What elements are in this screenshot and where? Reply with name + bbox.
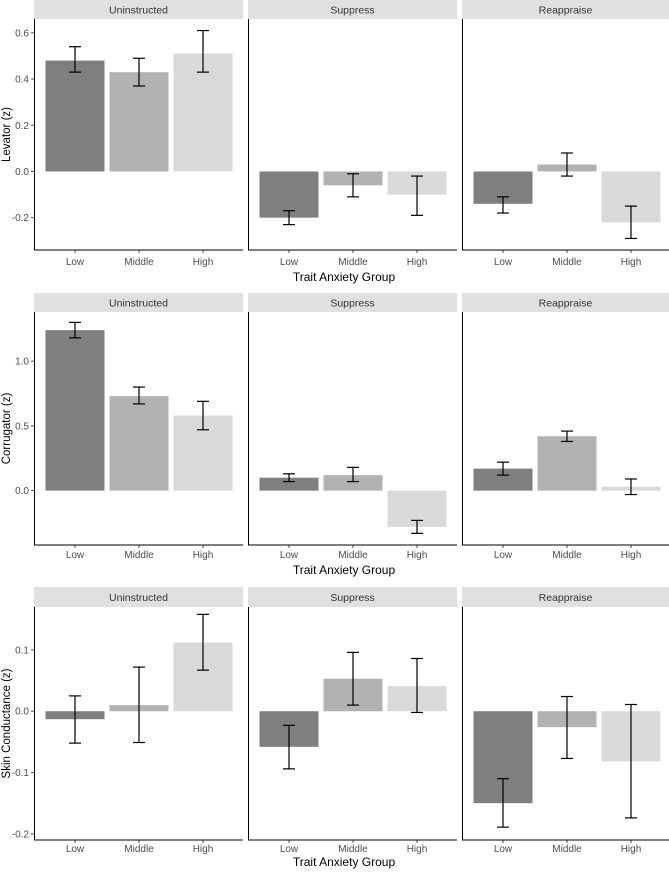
y-tick-label: -0.1 [12, 768, 30, 779]
facet-strip-suppress [248, 0, 457, 19]
facet-strip-reappraise [462, 587, 669, 607]
y-tick-label: 0.0 [15, 707, 29, 718]
x-tick-label: Low [494, 550, 513, 561]
x-axis-label: Trait Anxiety Group [293, 270, 396, 284]
x-tick-label: High [621, 257, 642, 268]
bar-low [45, 60, 105, 172]
x-tick-label: Low [280, 257, 299, 268]
x-axis-label: Trait Anxiety Group [293, 563, 396, 577]
bar-middle [109, 396, 169, 491]
facet-strip-uninstructed [34, 0, 243, 19]
y-tick-label: 0.0 [15, 486, 29, 497]
x-tick-label: Middle [124, 257, 154, 268]
x-tick-label: High [621, 550, 642, 561]
y-tick-label: -0.2 [12, 829, 30, 840]
x-tick-label: Low [280, 550, 299, 561]
x-tick-label: High [407, 844, 428, 855]
bar-middle [109, 72, 169, 172]
facet-strip-label: Suppress [330, 298, 374, 310]
facet-strip-label: Reappraise [539, 298, 593, 310]
x-tick-label: Low [66, 844, 85, 855]
x-tick-label: Middle [552, 550, 582, 561]
facet-strip-uninstructed [34, 587, 243, 607]
bar-middle [537, 436, 597, 491]
facet-strip-label: Suppress [330, 592, 374, 604]
facet-strip-label: Reappraise [539, 592, 593, 604]
x-tick-label: Middle [338, 844, 368, 855]
x-tick-label: Low [494, 257, 513, 268]
bar-middle [323, 475, 383, 491]
y-axis-label: Skin Conductance (z) [1, 668, 13, 778]
facet-strip-label: Suppress [330, 5, 374, 17]
facet-strip-suppress [248, 587, 457, 607]
bar-low [473, 468, 533, 491]
facet-strip-suppress [248, 293, 457, 312]
x-tick-label: Middle [124, 550, 154, 561]
facet-strip-label: Uninstructed [109, 298, 168, 310]
y-tick-label: 1.0 [15, 357, 29, 368]
bar-high [173, 53, 233, 172]
y-axis-label: Levator (z) [1, 107, 13, 162]
x-tick-label: Middle [552, 257, 582, 268]
y-tick-label: -0.2 [12, 213, 30, 224]
x-tick-label: Low [494, 844, 513, 855]
facet-strip-reappraise [462, 0, 669, 19]
facet-strip-reappraise [462, 293, 669, 312]
x-tick-label: High [407, 550, 428, 561]
y-tick-label: 0.4 [15, 75, 29, 86]
facet-strip-label: Uninstructed [109, 5, 168, 17]
x-tick-label: Low [66, 550, 85, 561]
x-tick-label: Low [66, 257, 85, 268]
x-tick-label: High [407, 257, 428, 268]
x-axis-label: Trait Anxiety Group [293, 855, 396, 869]
x-tick-label: Middle [124, 844, 154, 855]
bar-low [259, 477, 319, 491]
y-tick-label: 0.6 [15, 28, 29, 39]
y-tick-label: 0.5 [15, 421, 29, 432]
y-axis-label: Corrugator (z) [1, 393, 13, 465]
x-tick-label: High [193, 844, 214, 855]
bar-low [259, 171, 319, 218]
x-tick-label: High [621, 844, 642, 855]
y-tick-label: 0.0 [15, 167, 29, 178]
x-tick-label: Middle [552, 844, 582, 855]
y-tick-label: 0.1 [15, 645, 29, 656]
x-tick-label: Low [280, 844, 299, 855]
x-tick-label: High [193, 550, 214, 561]
facet-strip-uninstructed [34, 293, 243, 312]
x-tick-label: Middle [338, 550, 368, 561]
y-tick-label: 0.2 [15, 121, 29, 132]
x-tick-label: Middle [338, 257, 368, 268]
x-tick-label: High [193, 257, 214, 268]
facet-strip-label: Reappraise [539, 5, 593, 17]
facet-strip-label: Uninstructed [109, 592, 168, 604]
bar-low [45, 330, 105, 491]
